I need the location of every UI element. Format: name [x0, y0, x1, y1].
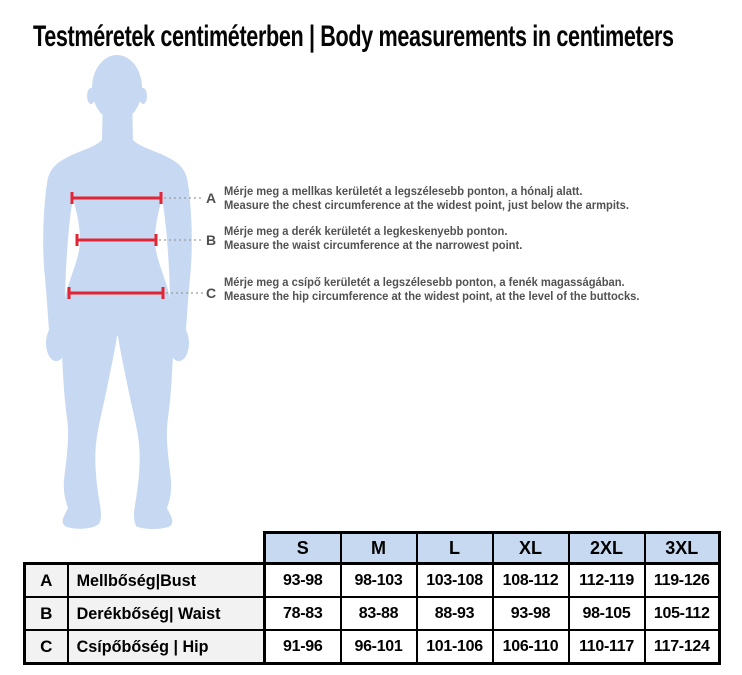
bust-s: 93-98 — [263, 562, 342, 598]
waist-s: 78-83 — [263, 596, 342, 631]
hip-2xl: 110-117 — [567, 629, 646, 665]
measure-label-b: B — [205, 232, 217, 248]
waist-2xl: 98-105 — [567, 596, 646, 631]
body-silhouette — [43, 55, 192, 529]
row-label: Mellbőség|Bust — [66, 562, 266, 598]
header-spacer — [25, 533, 68, 564]
chest-measure-line — [70, 192, 163, 204]
bust-l: 103-108 — [415, 562, 494, 598]
table-row-hip: C Csípőbőség | Hip 91-96 96-101 101-106 … — [23, 629, 721, 665]
size-header-row: S M L XL 2XL 3XL — [25, 531, 721, 565]
waist-measure-line — [75, 234, 158, 246]
size-col-s: S — [263, 531, 342, 565]
bust-m: 98-103 — [339, 562, 418, 598]
chest-note: Mérje meg a mellkas kerületét a legszéle… — [224, 184, 659, 212]
bust-2xl: 112-119 — [567, 562, 646, 598]
chest-note-hu: Mérje meg a mellkas kerületét a legszéle… — [224, 184, 583, 198]
row-label: Derékbőség| Waist — [66, 596, 266, 631]
ear-left — [87, 88, 95, 104]
size-col-3xl: 3XL — [643, 531, 721, 565]
bust-xl: 108-112 — [491, 562, 570, 598]
table-row-bust: A Mellbőség|Bust 93-98 98-103 103-108 10… — [23, 562, 721, 598]
size-col-2xl: 2XL — [567, 531, 646, 565]
measure-label-a: A — [205, 190, 217, 206]
row-id: C — [23, 629, 69, 665]
waist-note: Mérje meg a derék kerületét a legkeskeny… — [224, 224, 545, 252]
measure-label-c: C — [205, 285, 217, 301]
hip-note-hu: Mérje meg a csípő kerületét a legszélese… — [224, 275, 625, 289]
arm-left-shape — [43, 160, 76, 362]
waist-note-hu: Mérje meg a derék kerületét a legkeskeny… — [224, 224, 508, 238]
arm-right-shape — [159, 160, 192, 362]
hip-measure-line — [67, 287, 165, 299]
hip-l: 101-106 — [415, 629, 494, 665]
size-col-m: M — [339, 531, 418, 565]
hip-m: 96-101 — [339, 629, 418, 665]
hip-note: Mérje meg a csípő kerületét a legszélese… — [224, 275, 671, 303]
row-id: B — [23, 596, 69, 631]
ear-right — [139, 88, 147, 104]
row-id: A — [23, 562, 69, 598]
table-row-waist: B Derékbőség| Waist 78-83 83-88 88-93 93… — [23, 596, 721, 631]
waist-3xl: 105-112 — [643, 596, 721, 631]
header-spacer — [68, 533, 265, 564]
torso-legs-shape — [47, 96, 188, 529]
size-col-l: L — [415, 531, 494, 565]
waist-note-en: Measure the waist circumference at the n… — [224, 237, 523, 252]
bust-3xl: 119-126 — [643, 562, 721, 598]
chest-note-en: Measure the chest circumference at the w… — [224, 197, 629, 212]
hip-3xl: 117-124 — [643, 629, 721, 665]
size-col-xl: XL — [491, 531, 570, 565]
hip-s: 91-96 — [263, 629, 342, 665]
waist-m: 83-88 — [339, 596, 418, 631]
page-title: Testméretek centiméterben | Body measure… — [33, 20, 674, 53]
row-label: Csípőbőség | Hip — [66, 629, 266, 665]
waist-xl: 93-98 — [491, 596, 570, 631]
hip-xl: 106-110 — [491, 629, 570, 665]
hip-note-en: Measure the hip circumference at the wid… — [224, 288, 640, 303]
size-table: S M L XL 2XL 3XL A Mellbőség|Bust 93-98 … — [23, 531, 721, 665]
waist-l: 88-93 — [415, 596, 494, 631]
